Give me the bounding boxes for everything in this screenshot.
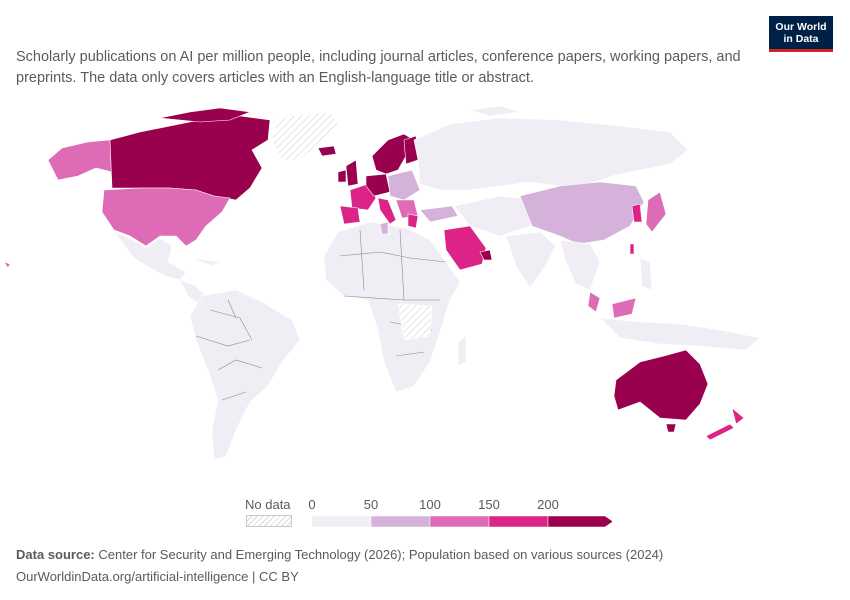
legend-no-data-swatch	[246, 515, 292, 527]
legend-color-scale	[312, 516, 612, 528]
malaysia[interactable]	[587, 291, 637, 319]
legend-tick-150: 150	[478, 497, 500, 512]
india[interactable]	[505, 231, 557, 289]
russia-islands[interactable]	[469, 105, 521, 117]
united-states[interactable]	[101, 187, 231, 247]
footer-url[interactable]: OurWorldinData.org/artificial-intelligen…	[16, 569, 299, 584]
iran-central-asia[interactable]	[453, 195, 541, 237]
canada-islands[interactable]	[159, 107, 252, 123]
legend-tick-0: 0	[308, 497, 316, 512]
alaska[interactable]	[47, 139, 113, 181]
korea[interactable]	[631, 203, 643, 223]
tunisia[interactable]	[379, 221, 389, 235]
legend-bin-1[interactable]	[370, 516, 431, 528]
greece[interactable]	[407, 213, 419, 229]
chart-subtitle: Scholarly publications on AI per million…	[16, 49, 741, 86]
madagascar[interactable]	[457, 335, 467, 367]
russia[interactable]	[413, 117, 689, 191]
logo-line-2: in Data	[783, 33, 819, 45]
legend-tick-200: 200	[537, 497, 559, 512]
south-america-borders	[195, 299, 263, 401]
southeast-asia[interactable]	[559, 239, 601, 291]
qatar-uae[interactable]	[479, 249, 493, 261]
taiwan[interactable]	[629, 243, 635, 255]
central-eastern-europe[interactable]	[387, 169, 421, 201]
italy[interactable]	[377, 197, 397, 225]
saudi-arabia[interactable]	[443, 225, 487, 271]
africa[interactable]	[323, 221, 461, 393]
world-map	[3, 105, 761, 461]
data-source-label: Data source:	[16, 547, 95, 562]
logo-line-1: Our World	[775, 21, 827, 33]
japan[interactable]	[645, 191, 667, 233]
hawaii[interactable]	[3, 261, 11, 269]
new-zealand[interactable]	[705, 407, 745, 441]
switzerland-benelux-germany[interactable]	[365, 173, 391, 197]
data-source: Data source: Center for Security and Eme…	[16, 547, 663, 562]
legend-tick-50: 50	[363, 497, 379, 512]
greenland[interactable]	[271, 111, 339, 161]
legend-bin-0[interactable]	[312, 516, 372, 528]
australia[interactable]	[613, 349, 709, 421]
legend-bin-2[interactable]	[429, 516, 490, 528]
china[interactable]	[519, 181, 645, 245]
owid-logo[interactable]: Our World in Data	[769, 16, 833, 52]
indonesia-png[interactable]	[599, 317, 761, 351]
tasmania[interactable]	[665, 423, 677, 433]
iberia[interactable]	[339, 205, 361, 225]
united-kingdom[interactable]	[345, 159, 359, 187]
philippines[interactable]	[639, 257, 653, 291]
drc-no-data[interactable]	[397, 303, 433, 341]
mexico[interactable]	[113, 231, 187, 281]
legend-bin-3[interactable]	[488, 516, 549, 528]
legend-tick-100: 100	[419, 497, 441, 512]
africa-borders	[339, 229, 447, 357]
legend-bin-4[interactable]	[547, 516, 612, 528]
iceland[interactable]	[317, 145, 337, 157]
turkey[interactable]	[419, 205, 459, 223]
data-source-text: Center for Security and Emerging Technol…	[98, 547, 664, 562]
south-america[interactable]	[189, 289, 301, 461]
cuba[interactable]	[191, 257, 221, 267]
ireland[interactable]	[337, 169, 347, 183]
canada[interactable]	[109, 115, 271, 201]
legend-no-data-label: No data	[245, 497, 291, 512]
